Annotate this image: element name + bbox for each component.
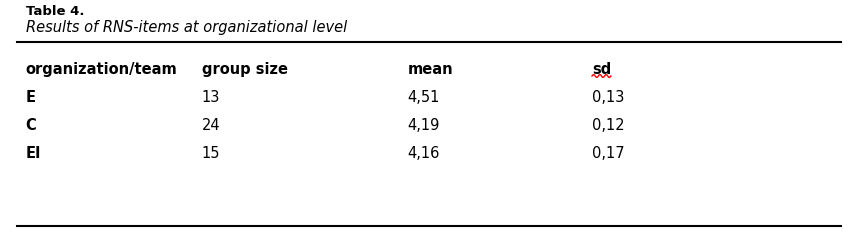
- Text: organization/team: organization/team: [26, 62, 178, 77]
- Text: 4,16: 4,16: [408, 146, 440, 161]
- Text: 13: 13: [202, 90, 220, 105]
- Text: EI: EI: [26, 146, 41, 161]
- Text: 24: 24: [202, 118, 221, 133]
- Text: Results of RNS-items at organizational level: Results of RNS-items at organizational l…: [26, 20, 347, 35]
- Text: group size: group size: [202, 62, 287, 77]
- Text: mean: mean: [408, 62, 453, 77]
- Text: C: C: [26, 118, 37, 133]
- Text: sd: sd: [592, 62, 611, 77]
- Text: 0,13: 0,13: [592, 90, 625, 105]
- Text: 4,19: 4,19: [408, 118, 440, 133]
- Text: E: E: [26, 90, 36, 105]
- Text: 0,17: 0,17: [592, 146, 625, 161]
- Text: 15: 15: [202, 146, 221, 161]
- Text: 0,12: 0,12: [592, 118, 625, 133]
- Text: 4,51: 4,51: [408, 90, 440, 105]
- Text: Table 4.: Table 4.: [26, 5, 84, 18]
